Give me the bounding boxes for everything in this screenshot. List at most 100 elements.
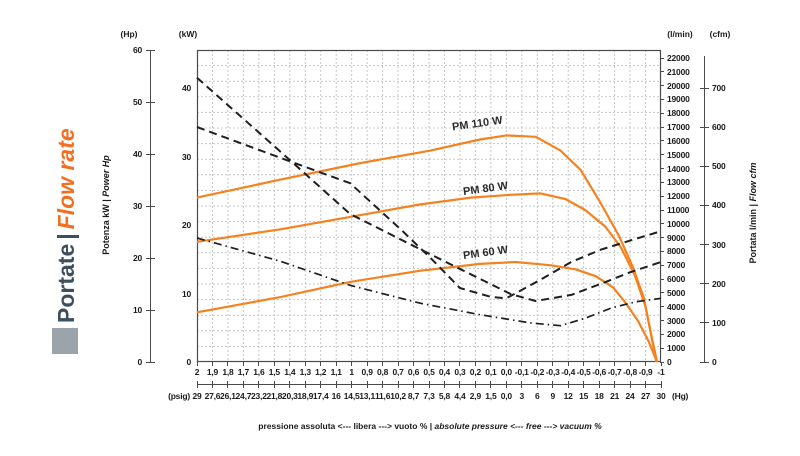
y-axis-lmin-label: 1000: [667, 343, 686, 354]
right-axis-title: Portata l/min | Flow cfm: [747, 93, 759, 333]
lmin-axis-tick: [660, 320, 664, 322]
y-axis-kw-label: 0: [186, 357, 191, 367]
psig-ruler-tick: [366, 381, 368, 388]
plot-bottom-tick: [536, 362, 538, 366]
y-axis-lmin-label: 19000: [667, 94, 690, 105]
y-axis-cfm-label: 600: [712, 122, 726, 133]
x-axis-psig-label: 10,2: [390, 391, 406, 401]
psig-ruler-tick: [351, 381, 353, 388]
curve-power-dashdot-c: [196, 237, 662, 327]
x-axis-bar-label: 1,9: [206, 367, 219, 377]
x-axis-psig-label: 23,2: [250, 391, 267, 401]
lmin-axis-tick: [660, 154, 664, 156]
plot-bottom-tick: [474, 362, 476, 366]
cfm-axis-tick: [700, 87, 709, 89]
x-axis-bar-label: 0,2: [469, 367, 481, 377]
x-axis-psig-label: 11,6: [374, 391, 391, 401]
hp-axis-tick: [146, 361, 155, 363]
y-axis-lmin-label: 8000: [667, 246, 686, 257]
x-axis-bar-label: 1,4: [284, 367, 296, 377]
cfm-unit-header: (cfm): [709, 29, 731, 39]
lmin-axis-tick: [660, 278, 664, 280]
plot-bottom-tick: [320, 362, 322, 366]
page-title: Portate | Flow rate: [52, 59, 80, 323]
y-axis-cfm-label: 400: [712, 200, 726, 211]
cfm-axis-tick: [700, 322, 709, 324]
x-axis-psig-label: 29: [192, 391, 202, 401]
y-axis-lmin-label: 13000: [667, 177, 690, 188]
y-axis-lmin-label: 9000: [667, 232, 686, 243]
caption-english: absolute pressure <--- free ---> vacuum …: [434, 421, 602, 431]
plot-bottom-tick: [629, 362, 631, 366]
y-axis-kw-label: 20: [181, 220, 191, 230]
x-axis-psig-label: 0,0: [500, 391, 512, 401]
lmin-axis-tick: [660, 264, 664, 266]
hp-axis-tick: [146, 205, 155, 207]
plot-bottom-tick: [397, 362, 399, 366]
psig-ruler-tick: [242, 381, 244, 388]
plot-bottom-tick: [660, 362, 662, 366]
y-axis-kw-label: 30: [181, 151, 191, 162]
x-axis-bar-label: -0,6: [592, 367, 607, 377]
x-axis-bar-label: 0,4: [438, 367, 451, 377]
x-axis-psig-label: 14,5: [343, 391, 360, 401]
psig-ruler-tick: [505, 381, 507, 388]
hp-axis-tick: [146, 49, 155, 51]
psig-ruler-tick: [598, 381, 600, 388]
x-axis-bar-label: 0,6: [407, 367, 420, 377]
lmin-axis-tick: [660, 98, 664, 100]
psig-ruler-tick: [413, 381, 415, 388]
caption-italian: pressione assoluta <--- libera ---> vuot…: [258, 421, 428, 431]
x-axis-bar-label: 0,3: [454, 367, 466, 377]
psig-ruler-tick: [382, 381, 384, 388]
cfm-axis-tick: [700, 361, 709, 363]
x-axis-psig-label: 27: [641, 391, 651, 401]
psig-ruler-tick: [583, 381, 585, 388]
lmin-axis-tick: [660, 292, 664, 294]
plot-bottom-tick: [490, 362, 492, 366]
y-axis-lmin-label: 5000: [667, 287, 686, 298]
lmin-axis-tick: [660, 168, 664, 170]
x-axis-caption: pressione assoluta <--- libera ---> vuot…: [160, 421, 700, 431]
y-axis-lmin-label: 20000: [667, 80, 690, 91]
psig-ruler-tick: [521, 381, 523, 388]
title-separator: |: [53, 233, 79, 240]
x-axis-psig-label: 8,7: [407, 391, 420, 401]
y-axis-lmin-label: 12000: [667, 191, 690, 202]
hp-axis-line: [150, 50, 151, 363]
psig-ruler-tick: [320, 381, 322, 388]
curve-pm60-flow: [196, 260, 659, 363]
psig-ruler-tick: [443, 381, 445, 388]
y-axis-lmin-label: 21000: [667, 66, 690, 77]
cfm-axis-tick: [700, 204, 709, 206]
plot-bottom-tick: [351, 362, 353, 366]
lmin-axis-tick: [660, 361, 664, 363]
lmin-axis-tick: [660, 181, 664, 183]
hp-axis-tick: [146, 257, 155, 259]
curve-pm110-flow: [196, 134, 658, 363]
x-axis-psig-label: 24: [625, 391, 635, 401]
left-axis-title-normal: Potenza kW: [101, 204, 111, 255]
y-axis-cfm-label: 500: [712, 161, 726, 172]
lmin-axis-tick: [660, 112, 664, 114]
psig-ruler-tick: [474, 381, 476, 388]
plot-bottom-tick: [366, 362, 368, 366]
left-axis-title-italic: Power Hp: [101, 155, 111, 197]
lmin-axis-tick: [660, 333, 664, 335]
y-axis-lmin-label: 16000: [667, 135, 690, 146]
lmin-axis-tick: [660, 140, 664, 142]
y-axis-lmin-label: 14000: [667, 163, 690, 174]
psig-ruler-tick: [614, 381, 616, 388]
y-axis-hp-label: 60: [132, 45, 142, 55]
psig-ruler-tick: [258, 381, 260, 388]
curve-power-dashed-b: [196, 126, 662, 300]
cfm-axis-tick: [700, 283, 709, 285]
x-axis-bar-label: 1,2: [315, 367, 327, 377]
x-axis-psig-label: 24,7: [235, 391, 252, 401]
psig-ruler-tick: [660, 381, 662, 388]
psig-ruler-tick: [196, 381, 198, 388]
lmin-axis-tick: [660, 85, 664, 87]
x-axis-psig-label: 30: [656, 391, 666, 401]
x-axis-bar-label: 1,7: [237, 367, 249, 377]
